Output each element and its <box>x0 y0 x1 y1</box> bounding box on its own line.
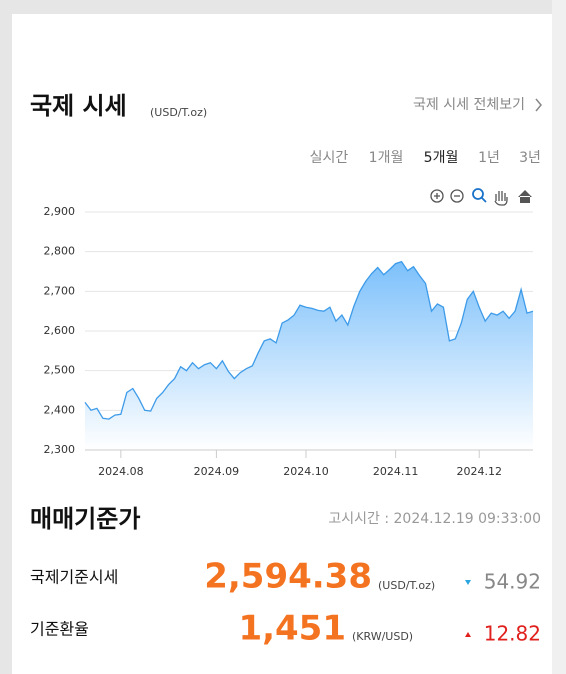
pan-button[interactable] <box>494 191 508 206</box>
y-tick-label: 2,500 <box>44 364 76 377</box>
price-value: 2,594.38 <box>204 557 372 597</box>
y-tick-label: 2,800 <box>44 245 76 258</box>
rate-unit: (KRW/USD) <box>352 630 413 643</box>
title: 국제 시세 <box>30 92 127 120</box>
chevron-icon[interactable] <box>535 98 542 112</box>
all-link[interactable]: 국제 시세 전체보기 <box>413 97 525 113</box>
tab[interactable]: 1개월 <box>369 150 404 166</box>
row-label: 국제기준시세 <box>30 568 118 587</box>
chart: 2,300 2,400 2,500 2,600 2,700 2,800 2,900 2024.… <box>44 205 534 478</box>
section-title: 매매기준가 <box>30 505 140 533</box>
toolbar <box>430 188 532 206</box>
y-tick-label: 2,900 <box>44 205 76 218</box>
notice-time: 고시시간 : 2024.12.19 09:33:00 <box>328 511 541 527</box>
x-tick-label: 2024.10 <box>283 465 329 478</box>
y-tick-label: 2,600 <box>44 324 76 337</box>
y-tick-label: 2,300 <box>44 443 76 456</box>
tabs: 실시간 1개월 5개월 1년 3년 <box>310 150 541 166</box>
up-arrow <box>465 632 471 637</box>
price-change: 54.92 <box>484 570 541 594</box>
tab[interactable]: 1년 <box>478 150 500 166</box>
zoom-in-button[interactable] <box>430 189 444 203</box>
tab[interactable]: 실시간 <box>310 150 349 166</box>
scrollbar <box>552 0 566 674</box>
rate-change: 12.82 <box>484 622 541 646</box>
x-tick-label: 2024.12 <box>456 465 502 478</box>
x-tick-label: 2024.11 <box>373 465 419 478</box>
x-tick-label: 2024.08 <box>98 465 144 478</box>
down-arrow <box>465 580 471 585</box>
zoom-select-button[interactable] <box>472 188 487 203</box>
row-label: 기준환율 <box>30 620 89 639</box>
x-tick-label: 2024.09 <box>194 465 240 478</box>
reset-button[interactable] <box>518 190 532 203</box>
price-unit: (USD/T.oz) <box>378 579 435 592</box>
tab[interactable]: 3년 <box>519 150 541 166</box>
y-tick-label: 2,400 <box>44 403 76 416</box>
unit: (USD/T.oz) <box>150 106 207 119</box>
line <box>84 260 534 420</box>
area <box>85 261 533 450</box>
tab-active[interactable]: 5개월 <box>424 150 459 166</box>
y-tick-label: 2,700 <box>44 284 76 297</box>
rate-value: 1,451 <box>238 609 346 649</box>
zoom-out-button[interactable] <box>450 189 464 203</box>
